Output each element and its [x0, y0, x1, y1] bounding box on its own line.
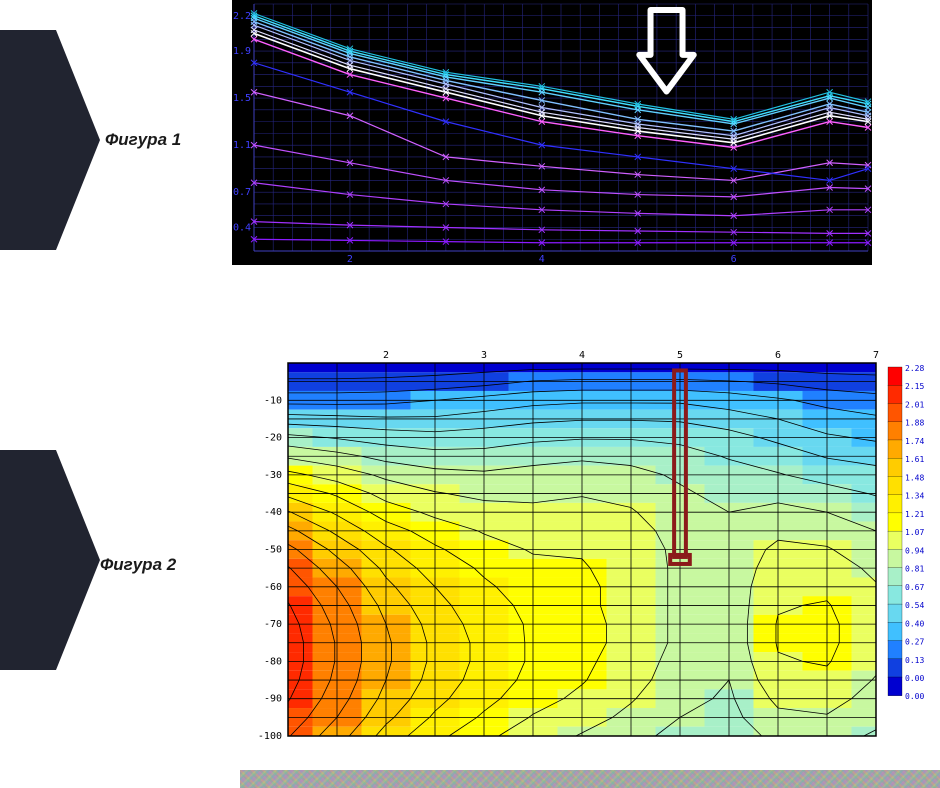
- svg-text:5: 5: [677, 350, 683, 361]
- svg-text:2: 2: [383, 350, 389, 361]
- svg-text:2: 2: [347, 254, 353, 265]
- svg-text:1.1: 1.1: [233, 140, 251, 151]
- contour-heatmap: 2 3 4 5 6 7 -10 -20 -30 -40 -50 -60 -70 -80 -90 -100 2.2…: [240, 345, 940, 740]
- svg-text:0.00: 0.00: [905, 692, 924, 701]
- svg-text:1.74: 1.74: [905, 437, 924, 446]
- svg-text:1.21: 1.21: [905, 510, 924, 519]
- svg-text:1.5: 1.5: [233, 93, 251, 104]
- line-chart: 2 4 6 0.4 0.7 1.1 1.5 1.9 2.2: [232, 0, 872, 265]
- svg-text:-90: -90: [264, 694, 282, 705]
- pentagon-marker-1: [0, 30, 100, 250]
- svg-text:4: 4: [579, 350, 585, 361]
- svg-text:0.94: 0.94: [905, 546, 924, 555]
- svg-text:1.48: 1.48: [905, 473, 924, 482]
- svg-text:0.40: 0.40: [905, 619, 924, 628]
- svg-text:0.67: 0.67: [905, 583, 924, 592]
- svg-text:3: 3: [481, 350, 487, 361]
- svg-text:2.28: 2.28: [905, 364, 924, 373]
- svg-text:1.88: 1.88: [905, 419, 924, 428]
- svg-text:-10: -10: [264, 395, 282, 406]
- svg-text:-70: -70: [264, 619, 282, 630]
- svg-text:0.4: 0.4: [233, 222, 251, 233]
- noise-strip: [240, 770, 940, 788]
- svg-text:-40: -40: [264, 507, 282, 518]
- contour-heatmap-svg: 2 3 4 5 6 7 -10 -20 -30 -40 -50 -60 -70 -80 -90 -100 2.2…: [240, 345, 940, 740]
- svg-text:0.54: 0.54: [905, 601, 924, 610]
- svg-text:2.01: 2.01: [905, 400, 924, 409]
- svg-text:-30: -30: [264, 470, 282, 481]
- figure-1-label: Фигура 1: [105, 130, 181, 150]
- svg-text:-60: -60: [264, 582, 282, 593]
- svg-text:0.27: 0.27: [905, 638, 924, 647]
- svg-text:-100: -100: [258, 731, 282, 740]
- svg-text:4: 4: [539, 254, 545, 265]
- svg-text:6: 6: [731, 254, 737, 265]
- svg-text:1.07: 1.07: [905, 528, 924, 537]
- svg-text:2.15: 2.15: [905, 382, 924, 391]
- svg-text:0.81: 0.81: [905, 565, 924, 574]
- svg-text:-20: -20: [264, 433, 282, 444]
- pentagon-marker-2: [0, 450, 100, 670]
- svg-text:-50: -50: [264, 545, 282, 556]
- svg-text:7: 7: [873, 350, 879, 361]
- svg-text:2.2: 2.2: [233, 11, 251, 22]
- line-chart-svg: 2 4 6 0.4 0.7 1.1 1.5 1.9 2.2: [232, 0, 872, 265]
- svg-text:6: 6: [775, 350, 781, 361]
- svg-text:0.7: 0.7: [233, 187, 251, 198]
- svg-text:1.61: 1.61: [905, 455, 924, 464]
- figure-2-label: Фигура 2: [100, 555, 176, 575]
- svg-text:0.00: 0.00: [905, 674, 924, 683]
- svg-text:-80: -80: [264, 656, 282, 667]
- svg-text:0.13: 0.13: [905, 656, 924, 665]
- svg-text:1.9: 1.9: [233, 46, 251, 57]
- svg-text:1.34: 1.34: [905, 492, 924, 501]
